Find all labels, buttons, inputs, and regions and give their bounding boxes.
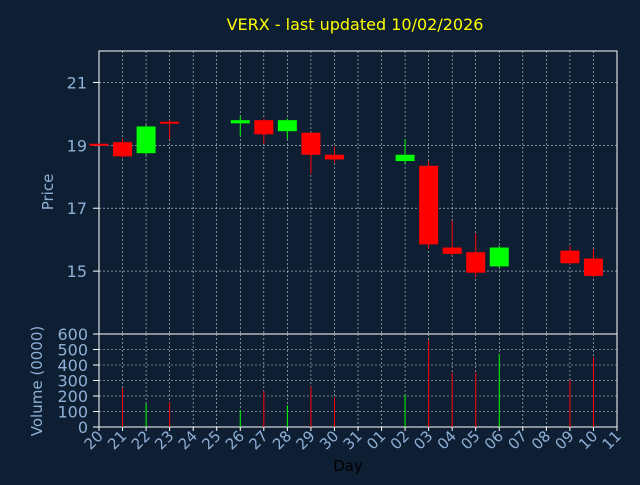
candle-body [419, 165, 439, 245]
candle-body [230, 120, 250, 124]
volume-tick-label: 300 [57, 372, 88, 391]
price-panel: 15 17 19 21 [67, 50, 618, 335]
chart-title: VERX - last updated 10/02/2026 [227, 15, 484, 34]
volume-tick-label: 0 [78, 418, 88, 437]
price-tick-label: 21 [67, 73, 87, 92]
volume-tick-label: 100 [57, 403, 88, 422]
candle-body [89, 143, 109, 146]
volume-axis-label: Volume (0000) [28, 326, 46, 436]
candle-body [277, 120, 297, 132]
candle-body [324, 154, 344, 160]
candle-body [442, 247, 462, 254]
volume-tick-label: 500 [57, 341, 88, 360]
candle-body [583, 258, 603, 276]
volume-tick-label: 600 [57, 325, 88, 344]
candle-body [254, 120, 274, 135]
candle-body [489, 247, 509, 267]
candle-body [560, 250, 580, 264]
x-axis: 2021222324252627282930310102030405060708… [81, 427, 625, 453]
price-axis-label: Price [39, 174, 57, 211]
candle-body [466, 252, 486, 273]
volume-tick-label: 200 [57, 387, 88, 406]
candle-body [395, 154, 415, 162]
candle-body [113, 142, 133, 157]
price-tick-label: 19 [67, 136, 87, 155]
candle-body [160, 121, 180, 124]
candle-body [136, 126, 156, 154]
volume-tick-label: 400 [57, 356, 88, 375]
x-axis-label: Day [333, 457, 363, 475]
price-tick-label: 17 [67, 199, 87, 218]
candle-body [301, 132, 321, 155]
price-tick-label: 15 [67, 262, 87, 281]
